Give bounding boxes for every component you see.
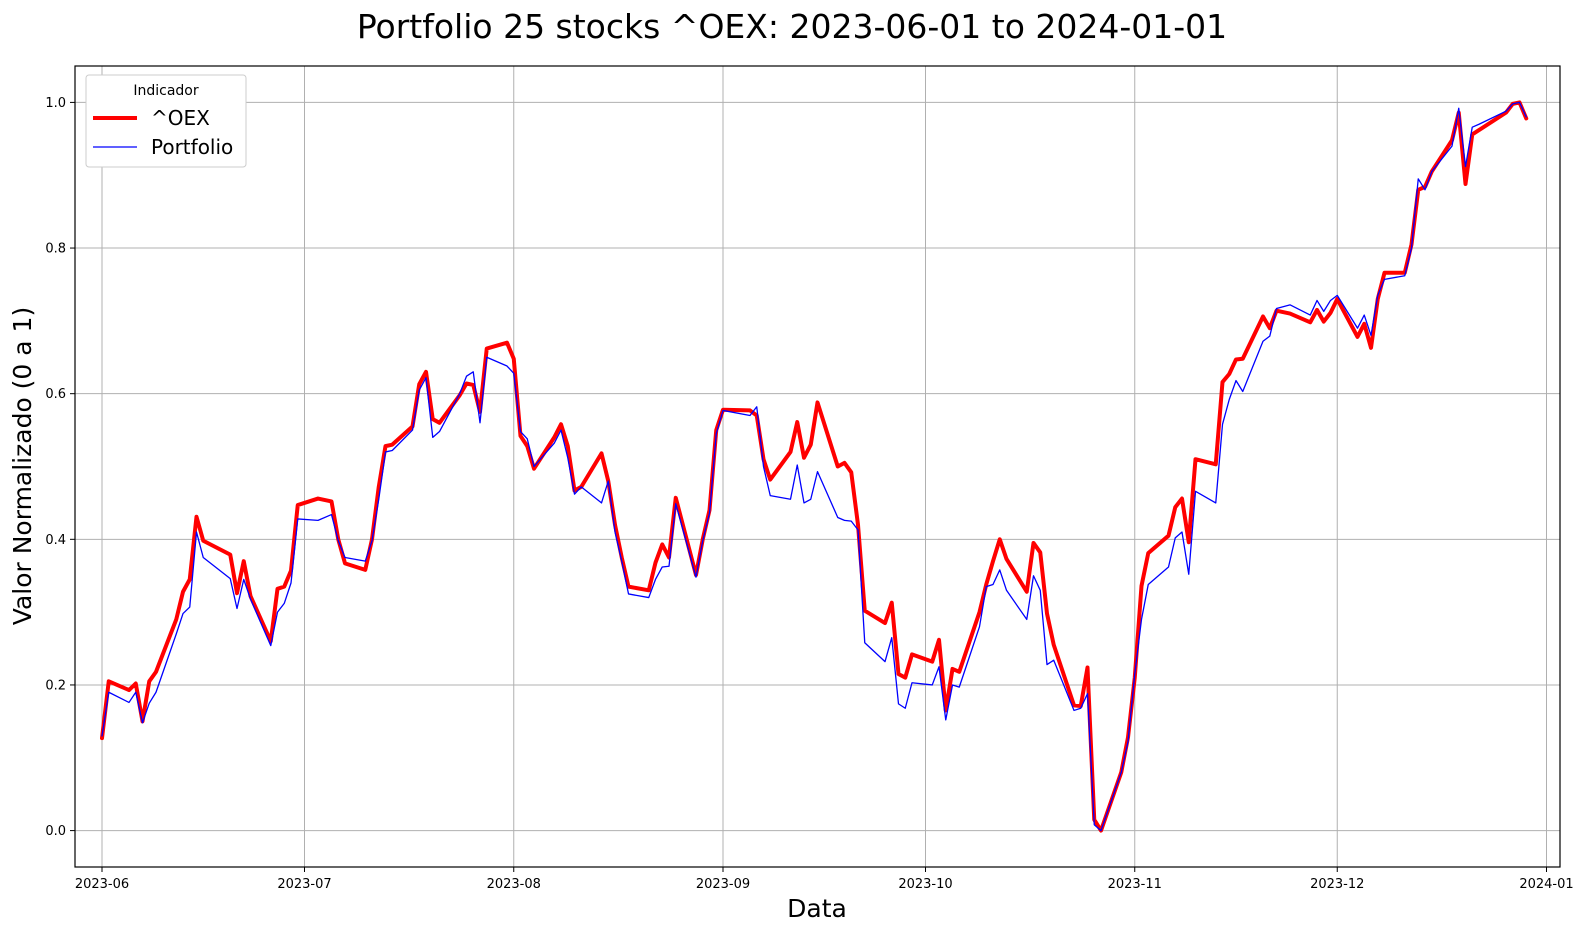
x-tick-label: 2023-07 — [277, 877, 331, 892]
y-axis-label: Valor Normalizado (0 a 1) — [8, 307, 37, 625]
x-tick-label: 2023-11 — [1108, 877, 1162, 892]
x-tick-label: 2023-10 — [898, 877, 952, 892]
y-axis-ticks: 0.0 0.2 0.4 0.6 0.8 1.0 — [45, 96, 75, 839]
y-tick-label: 0.2 — [45, 678, 66, 693]
grid — [75, 66, 1560, 867]
legend: Indicador ^OEX Portfolio — [85, 74, 247, 168]
y-tick-label: 0.6 — [45, 387, 66, 402]
legend-box — [85, 74, 247, 168]
plot-lines — [100, 100, 1529, 833]
y-tick-label: 0.0 — [45, 824, 66, 839]
x-axis-label: Data — [787, 894, 847, 923]
series-line-oex — [100, 100, 1529, 833]
x-tick-label: 2023-08 — [487, 877, 541, 892]
chart-title: Portfolio 25 stocks ^OEX: 2023-06-01 to … — [357, 7, 1227, 46]
y-tick-label: 0.4 — [45, 533, 66, 548]
x-axis-ticks: 2023-06 2023-07 2023-08 2023-09 2023-10 2023-… — [75, 867, 1574, 892]
y-tick-label: 0.8 — [45, 242, 66, 257]
x-tick-label: 2024-01 — [1519, 877, 1573, 892]
legend-title: Indicador — [133, 83, 199, 99]
x-tick-label: 2023-12 — [1310, 877, 1364, 892]
legend-label-portfolio: Portfolio — [151, 135, 233, 159]
series-line-portfolio — [101, 101, 1527, 832]
x-tick-label: 2023-06 — [75, 877, 129, 892]
legend-label-oex: ^OEX — [151, 106, 210, 130]
x-tick-label: 2023-09 — [696, 877, 750, 892]
plot-frame — [74, 65, 1561, 868]
y-tick-label: 1.0 — [45, 96, 66, 111]
